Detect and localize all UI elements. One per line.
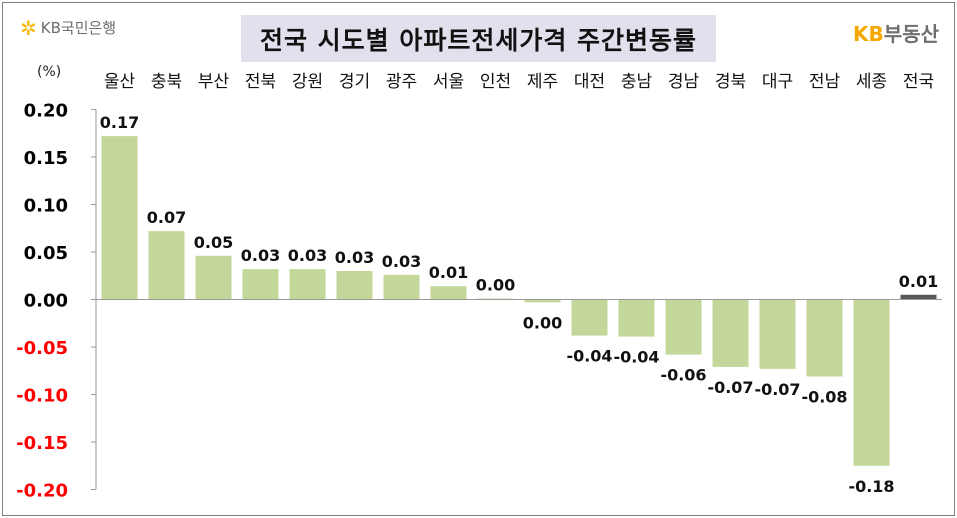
y-tick-label: 0.00 [24,291,68,312]
bar [665,299,702,355]
bar [853,299,890,466]
y-tick-label: -0.20 [16,481,68,502]
bar [712,299,749,367]
data-label: 0.03 [241,246,280,265]
data-label: 0.05 [194,233,233,252]
bar [806,299,843,377]
category-label: 경북 [715,72,746,92]
category-label: 인천 [480,72,511,92]
category-label: 광주 [386,72,417,92]
category-label: 전국 [903,72,934,92]
y-tick-label: 0.15 [24,148,68,169]
brand-name-text: 부동산 [883,22,939,46]
bar [101,136,138,300]
data-label: -0.04 [566,347,612,366]
category-label: 충남 [621,72,653,92]
category-label: 제주 [527,72,558,92]
data-label: 0.07 [147,208,186,227]
bar-total [900,294,937,300]
bar [383,274,420,300]
data-label: 0.01 [899,272,938,291]
category-label: 충북 [151,72,182,92]
data-label: 0.01 [429,263,468,282]
category-label: 세종 [856,72,887,92]
bank-logo-text: KB국민은행 [40,19,117,37]
y-tick-label: 0.20 [24,101,68,122]
bar [242,269,279,300]
data-label: 0.03 [288,246,327,265]
data-label: -0.04 [613,348,659,367]
data-label: 0.03 [382,252,421,271]
data-label: 0.17 [100,113,139,132]
bar [524,299,561,303]
y-tick-label: -0.15 [16,433,68,454]
category-label: 전북 [245,72,276,92]
bar [430,286,467,300]
category-label: 강원 [292,72,323,92]
category-label: 서울 [433,72,464,92]
kb-bank-logo: ✲ KB국민은행 [20,17,116,38]
category-label: 경남 [668,72,700,92]
chart-title: 전국 시도별 아파트전세가격 주간변동률 [241,15,716,62]
y-tick-label: -0.05 [16,338,68,359]
kb-star-icon: ✲ [20,15,37,40]
data-label: -0.18 [848,477,894,496]
data-label: 0.03 [335,248,374,267]
data-label: 0.00 [523,313,562,332]
y-axis-unit: (%) [37,64,62,80]
category-label: 울산 [104,72,136,92]
data-label: 0.00 [476,276,515,295]
bar [148,231,185,300]
data-label: -0.07 [754,380,800,399]
bar [336,271,373,300]
category-label: 전남 [809,72,841,92]
data-label: -0.07 [707,378,753,397]
y-tick-label: -0.10 [16,386,68,407]
bar [618,299,655,337]
y-tick-label: 0.05 [24,243,68,264]
kb-real-estate-brand: KB부동산 [853,18,939,47]
bar [571,299,608,336]
bar [289,269,326,300]
y-tick-label: 0.10 [24,196,68,217]
brand-kb-text: KB [853,22,884,46]
bar [195,255,232,300]
bar [759,299,796,369]
category-label: 대구 [762,72,793,92]
category-label: 경기 [339,72,370,92]
category-label: 대전 [574,72,605,92]
category-label: 부산 [198,72,230,92]
data-label: -0.08 [801,387,847,406]
data-label: -0.06 [660,366,706,385]
